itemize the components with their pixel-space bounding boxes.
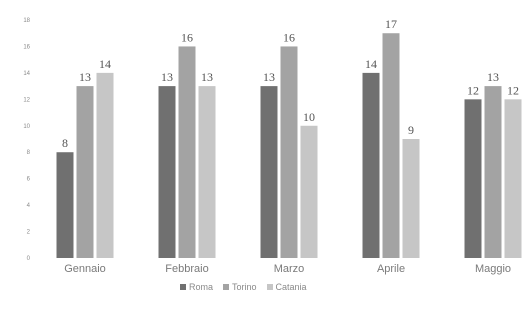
bar — [280, 46, 298, 258]
data-label: 8 — [62, 136, 68, 150]
bar — [300, 125, 318, 259]
legend-swatch — [223, 284, 230, 290]
legend: Roma Torino Catania — [180, 282, 307, 292]
bar — [362, 72, 380, 258]
bar — [158, 86, 176, 258]
bar — [260, 86, 278, 258]
data-label: 13 — [263, 70, 275, 84]
y-tick-label: 4 — [27, 203, 31, 209]
y-axis: 0 2 4 6 8 10 12 14 16 18 — [23, 18, 30, 262]
legend-item: Roma — [180, 282, 213, 292]
y-tick-label: 8 — [27, 150, 31, 156]
legend-swatch — [266, 284, 273, 290]
category-label: Febbraio — [165, 263, 208, 275]
data-label: 14 — [365, 57, 377, 71]
data-label: 13 — [201, 70, 213, 84]
data-label: 12 — [467, 83, 479, 97]
y-tick-label: 0 — [27, 256, 31, 262]
bars — [56, 33, 522, 259]
x-axis: Gennaio Febbraio Marzo Aprile Maggio — [64, 263, 511, 275]
bar — [484, 86, 502, 258]
y-tick-label: 6 — [27, 177, 31, 183]
y-tick-label: 18 — [23, 18, 30, 24]
data-label: 13 — [161, 70, 173, 84]
legend-item: Torino — [223, 282, 257, 292]
data-label: 16 — [283, 30, 295, 44]
legend-item: Catania — [266, 282, 307, 292]
legend-label: Torino — [232, 282, 257, 292]
y-tick-label: 10 — [23, 124, 30, 130]
legend-label: Roma — [189, 282, 214, 292]
category-label: Aprile — [377, 263, 405, 275]
bar — [504, 99, 522, 258]
data-labels: 8 13 14 13 16 13 13 16 10 14 17 9 12 13 12 — [62, 17, 519, 150]
data-label: 16 — [181, 30, 193, 44]
y-tick-label: 2 — [27, 230, 31, 236]
y-tick-label: 14 — [23, 71, 30, 77]
data-label: 9 — [408, 123, 414, 137]
category-label: Gennaio — [64, 263, 106, 275]
category-label: Maggio — [475, 263, 511, 275]
data-label: 12 — [507, 83, 519, 97]
y-tick-label: 16 — [23, 44, 30, 50]
bar — [464, 99, 482, 258]
bar — [402, 139, 420, 258]
legend-swatch — [180, 284, 186, 290]
legend-label: Catania — [275, 282, 307, 292]
bar — [178, 46, 196, 258]
category-label: Marzo — [274, 263, 305, 275]
bar — [96, 72, 114, 258]
data-label: 13 — [79, 70, 91, 84]
data-label: 10 — [303, 110, 315, 124]
data-label: 17 — [385, 17, 397, 31]
y-tick-label: 12 — [23, 97, 30, 103]
bar — [382, 33, 400, 258]
data-label: 14 — [99, 57, 111, 71]
bar — [76, 86, 94, 258]
bar — [198, 86, 216, 258]
data-label: 13 — [487, 70, 499, 84]
bar — [56, 152, 74, 258]
